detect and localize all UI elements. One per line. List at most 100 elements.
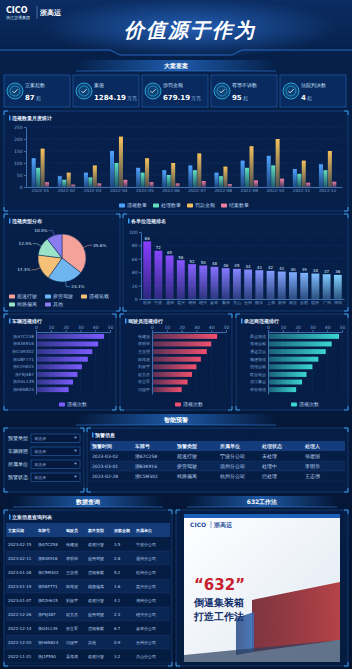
kpi-icon: [7, 83, 23, 99]
tick: 30: [310, 325, 316, 333]
tick-label: 联合储运: [250, 372, 266, 377]
panel-corner: [344, 207, 348, 211]
tick-mark: [298, 330, 299, 332]
table-cell: 孙立军: [66, 626, 78, 631]
tick-label: 顺捷物流: [250, 357, 266, 362]
legend: 违规次数: [175, 401, 203, 407]
tick: 60: [132, 257, 141, 262]
bar: [268, 387, 296, 392]
dropdown-box[interactable]: [31, 473, 80, 482]
tick-label: 浙C5M302: [12, 349, 34, 354]
tick-label: 40: [93, 325, 99, 330]
dropdown-box[interactable]: [31, 434, 80, 443]
table-cell: 其他: [88, 640, 96, 645]
filter-label: 所属单位: [8, 461, 28, 467]
tick-label: 甬运物流: [250, 334, 266, 339]
grid-line: [80, 332, 81, 394]
dropdown[interactable]: 请选择: [31, 473, 80, 482]
panel-corner: [116, 214, 120, 218]
dropdown-box[interactable]: [31, 460, 80, 469]
bar: [176, 183, 180, 187]
table-cell: 金华分公司: [136, 626, 156, 631]
tick-mark: [167, 330, 168, 332]
tick: 30: [194, 325, 200, 333]
tick: 浙G4L139: [13, 379, 34, 384]
panel-corner: [123, 214, 127, 218]
table-cell: 赵文杰: [66, 612, 78, 617]
dropdown-text[interactable]: 请选择: [34, 436, 46, 441]
table-cell: 绍兴分公司: [136, 612, 156, 617]
table-cell: 1.6: [114, 584, 121, 589]
title-marker: [9, 319, 11, 324]
bar: [152, 334, 217, 339]
legend-item: 处理数量: [153, 202, 181, 208]
tick-label: 杭州: [142, 300, 151, 305]
panel-corner: [344, 307, 348, 311]
legend-swatch: [81, 295, 87, 299]
kpi-icon-check: [151, 89, 156, 93]
tick: 2022-03: [84, 188, 102, 193]
bar: [150, 182, 154, 187]
grid-line: [196, 332, 197, 394]
table-cell: 浙B3K916: [38, 556, 58, 561]
table-cell: 4.1: [114, 598, 121, 603]
dropdown-box[interactable]: [31, 447, 80, 456]
table-row-line: [90, 471, 345, 472]
dropdown-text[interactable]: 请选择: [34, 449, 46, 454]
table-row-stripe: [6, 635, 170, 649]
data-label: 10.5%: [34, 228, 47, 233]
panel-corner: [344, 428, 348, 432]
dropdown[interactable]: 请选择: [31, 460, 80, 469]
bar: [152, 357, 201, 362]
table-row-line: [6, 593, 170, 594]
tick-label: 50: [340, 325, 346, 330]
bar: [36, 168, 40, 187]
tick: 100: [129, 230, 141, 235]
dropdown-text[interactable]: 请选择: [34, 462, 46, 467]
table-header-bg: [6, 523, 170, 537]
tick: 深圳: [334, 300, 342, 305]
axis-line: [152, 333, 153, 395]
background: [0, 0, 352, 669]
kpi-card: [280, 75, 346, 107]
grid-line: [26, 127, 342, 128]
dropdown[interactable]: 请选择: [31, 434, 80, 443]
dropdown[interactable]: 请选择: [31, 447, 80, 456]
tick-label: 0: [267, 325, 270, 330]
panel-corner: [228, 406, 232, 410]
tick: 王志强: [138, 349, 150, 354]
pie-slice: [38, 255, 62, 278]
tick-label: 浙B3K916: [13, 341, 34, 346]
tick-label: 浙F9J487: [15, 372, 34, 377]
dropdown-caret[interactable]: [74, 463, 77, 465]
tick: 衢州: [222, 300, 230, 305]
bar: [67, 173, 71, 187]
bar: [245, 168, 249, 187]
panel-corner: [236, 314, 240, 318]
tick-label: 浙H6N824: [13, 387, 35, 392]
tick-label: 浙E2H615: [13, 364, 34, 369]
tick-label: 金华: [210, 300, 218, 305]
section-title: 632工作法: [247, 498, 278, 505]
dropdown-caret[interactable]: [74, 450, 77, 452]
dropdown-text[interactable]: 请选择: [34, 475, 46, 480]
app: CICO浙江交通集团浙高运价值源于作为大案要案立案起数87起案值1284.19万…: [0, 0, 352, 669]
table-row-line: [90, 481, 345, 482]
tick: 2022-02: [58, 188, 76, 193]
grid-line: [65, 332, 66, 394]
table-cell: 浙D8F771: [38, 584, 58, 589]
legend: 违规次数: [291, 401, 319, 407]
legend-label: 违规装载: [89, 293, 109, 299]
dropdown-caret[interactable]: [74, 437, 77, 439]
tick-label: 60: [132, 257, 138, 262]
table-cell: 3.5: [114, 542, 121, 547]
kpi-value: 1284.19: [94, 94, 126, 102]
axis-line: [37, 332, 111, 333]
bar: [311, 274, 319, 299]
dropdown-caret[interactable]: [74, 476, 77, 478]
table-cell: 浙B3K916: [135, 463, 158, 469]
kpi-label: 法院判决数: [301, 82, 326, 88]
kpi-card: [4, 75, 70, 107]
table-cell: 浙G4L139: [38, 626, 58, 631]
section-bar: [76, 60, 276, 71]
